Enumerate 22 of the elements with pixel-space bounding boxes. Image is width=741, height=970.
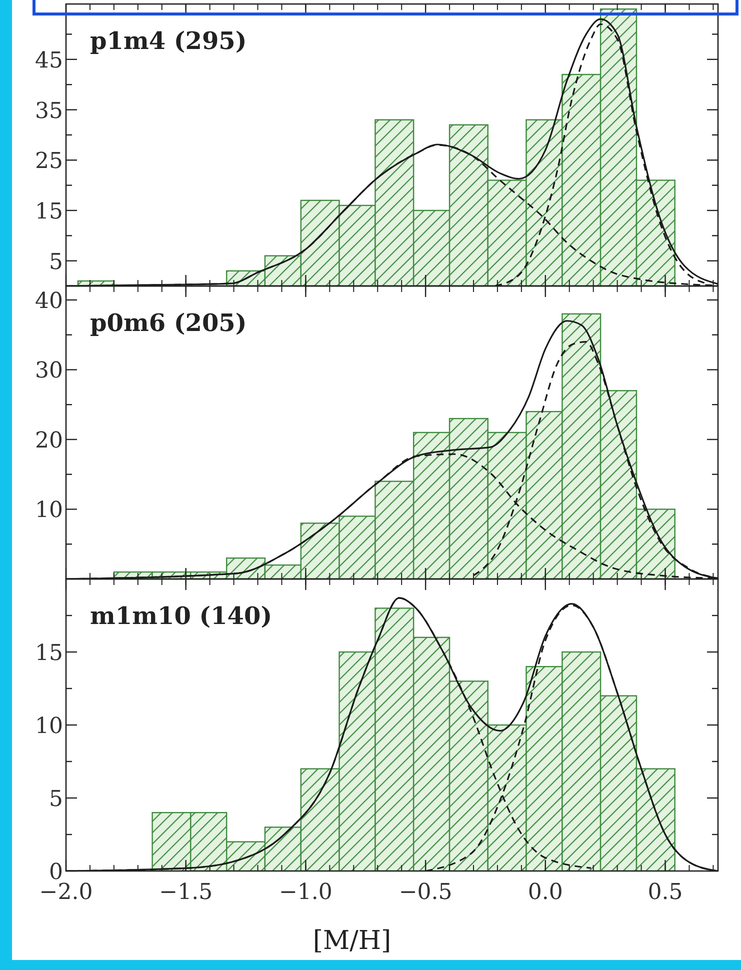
x-tick-label: −2.0 (39, 880, 93, 905)
x-tick-label: −1.0 (278, 880, 332, 905)
y-tick-label: 25 (35, 149, 63, 174)
x-tick-label: −0.5 (398, 880, 452, 905)
text: p0m6 (205) (90, 308, 247, 337)
y-tick-label: 5 (49, 787, 63, 812)
y-tick-label: 45 (35, 48, 63, 74)
y-tick-label: 35 (35, 98, 63, 124)
y-tick-label: 5 (49, 250, 63, 275)
text: p1m4 (295) (90, 26, 247, 55)
y-tick-label: 20 (35, 428, 63, 454)
x-tick-label: 0.5 (648, 880, 683, 905)
x-tick-label: −1.5 (159, 880, 213, 905)
y-tick-label: 10 (35, 714, 63, 739)
y-tick-label: 15 (35, 199, 63, 224)
y-tick-label: 30 (35, 358, 63, 384)
y-tick-label: 40 (35, 288, 63, 314)
y-tick-label: 15 (35, 641, 63, 666)
x-tick-label: 0.0 (528, 880, 563, 905)
y-tick-label: 10 (35, 498, 63, 524)
text: m1m10 (140) (90, 601, 272, 630)
x-axis-title: [M/H] (312, 926, 392, 956)
